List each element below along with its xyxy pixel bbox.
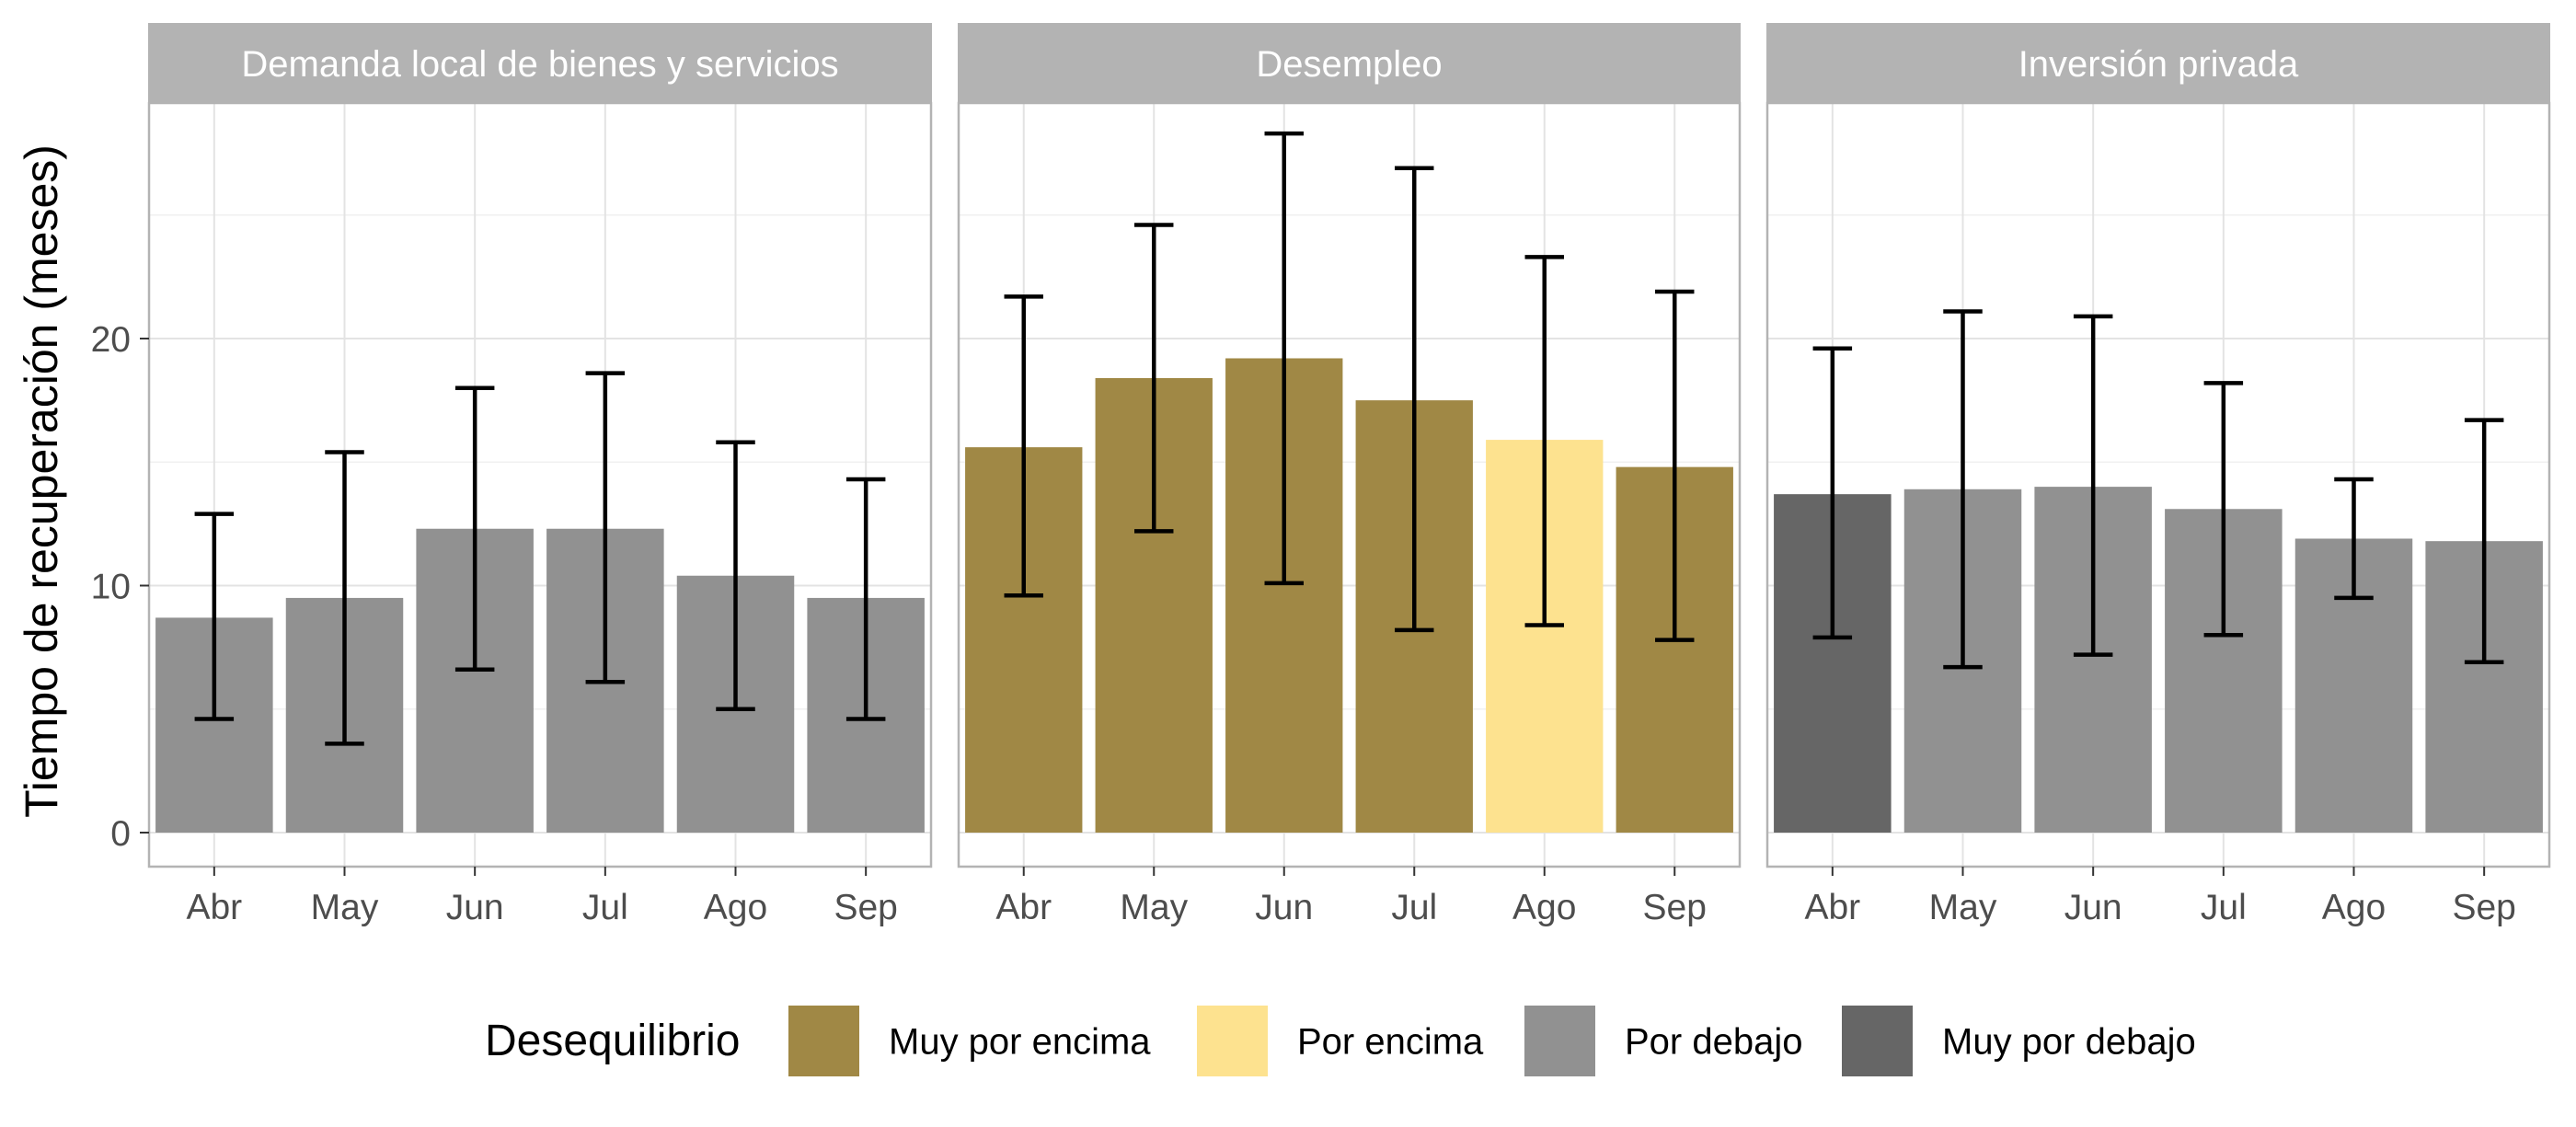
chart-panels: Demanda local de bienes y servicios Abr Ma… [91,23,2551,927]
error-bar-sep [845,477,886,721]
legend: Desequilibrio Muy por encima Por encima Po… [485,1006,2196,1076]
x-tick-label: Jul [1391,888,1437,927]
panel-background [959,103,1740,867]
legend-item: Muy por encima [788,1006,1151,1076]
panel-1: Demanda local de bienes y servicios Abr Ma… [91,23,933,927]
legend-item: Por encima [1197,1006,1484,1076]
legend-label: Muy por debajo [1942,1022,2196,1063]
x-tick-label: Abr [1804,888,1860,927]
error-bar-sep [2464,418,2504,664]
x-tick-label: Abr [995,888,1052,927]
error-bar-jul [2203,381,2244,638]
facet-strip [1766,23,2550,104]
error-bar-jul [585,371,626,684]
x-tick-label: Ago [704,888,767,927]
facet-strip [148,23,932,104]
error-bar-jul [1395,166,1434,633]
facet-strip [958,23,1741,104]
error-bar-jun [2073,314,2113,657]
y-axis-title: Tiempo de recuperación (meses) [16,144,67,818]
error-bar-ago [2334,477,2374,601]
panel-background [149,103,931,867]
error-bar-jun [1264,131,1304,586]
x-tick-label: Sep [1643,888,1707,927]
error-bar-may [1134,223,1174,534]
error-bar-sep [1655,289,1695,642]
x-tick-label: Jul [2201,888,2247,927]
facet-strip-title: Inversión privada [2018,44,2299,85]
error-bar-abr [194,512,235,721]
legend-title: Desequilibrio [485,1017,740,1065]
panel-background [1767,103,2549,867]
x-tick-label: May [311,888,379,927]
error-bar-abr [1812,346,1853,640]
x-tick-label: Ago [2322,888,2386,927]
legend-item: Por debajo [1524,1006,1802,1076]
legend-label: Muy por encima [889,1022,1151,1063]
y-tick-label: 20 [91,320,131,360]
x-tick-label: Jun [2064,888,2122,927]
legend-label: Por debajo [1625,1022,1802,1063]
x-tick-label: Sep [834,888,897,927]
legend-label: Por encima [1297,1022,1484,1063]
x-tick-label: Abr [186,888,242,927]
error-bar-abr [1004,294,1043,598]
legend-key [1524,1006,1595,1076]
panel-3: Inversión privada Abr May Jun Jul Ago Sep [1765,23,2551,927]
facet-strip-title: Desempleo [1256,44,1442,85]
error-bar-may [1943,309,1983,670]
x-tick-label: Jun [446,888,504,927]
error-bar-ago [1524,255,1564,627]
x-tick-label: May [1929,888,1997,927]
legend-key [788,1006,859,1076]
x-tick-label: May [1120,888,1188,927]
legend-item: Muy por debajo [1842,1006,2196,1076]
facet-strip-title: Demanda local de bienes y servicios [241,44,838,85]
error-bar-may [325,450,364,746]
legend-key [1842,1006,1913,1076]
x-tick-label: Ago [1512,888,1576,927]
legend-key [1197,1006,1268,1076]
error-bar-jun [454,385,495,673]
x-tick-label: Jul [582,888,628,927]
error-bar-ago [716,440,755,711]
y-tick-label: 10 [91,568,131,607]
x-tick-label: Sep [2452,888,2515,927]
y-tick-label: 0 [110,814,131,854]
x-tick-label: Jun [1255,888,1313,927]
panel-2: Desempleo Abr May Jun Jul Ago Sep [957,23,1742,927]
